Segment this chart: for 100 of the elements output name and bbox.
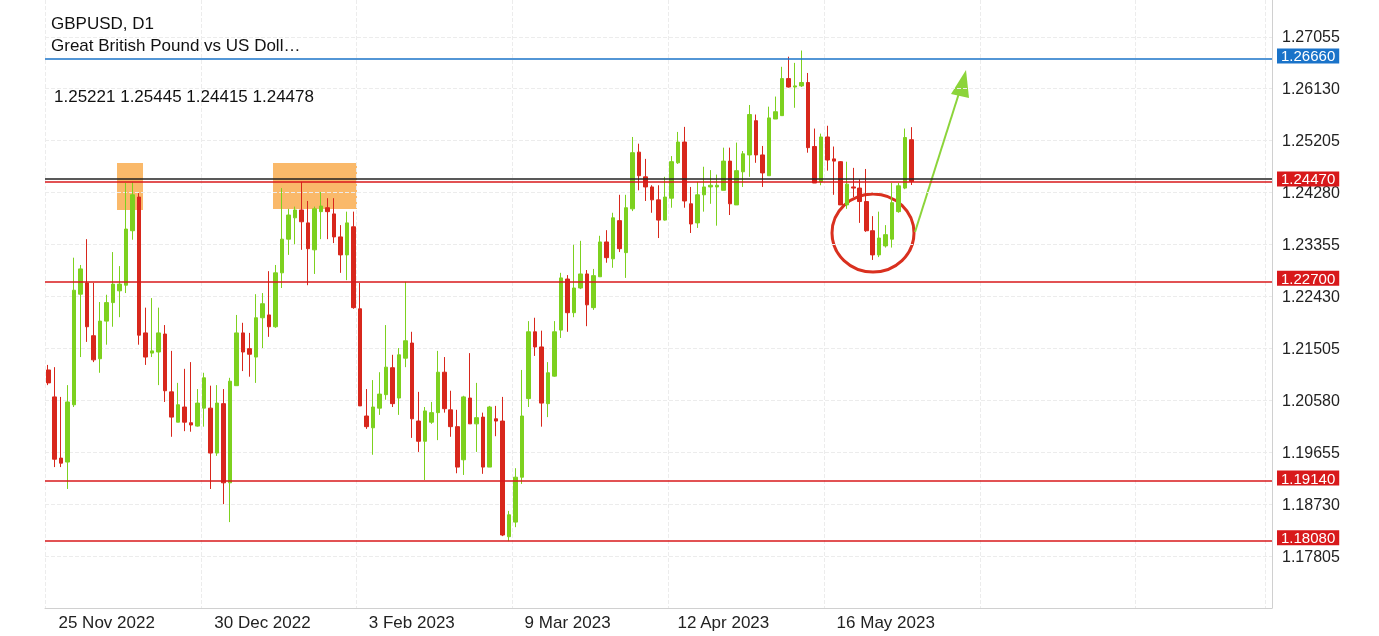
candlestick bbox=[676, 131, 680, 165]
candlestick bbox=[806, 72, 810, 154]
candlestick bbox=[572, 244, 576, 318]
candlestick bbox=[695, 181, 700, 229]
candlestick bbox=[578, 240, 583, 290]
text: Great British Pound vs US Doll… bbox=[51, 36, 301, 55]
candlestick bbox=[786, 56, 791, 89]
x-tick-label: 3 Feb 2023 bbox=[368, 613, 455, 632]
candlestick bbox=[442, 356, 447, 414]
candlestick bbox=[650, 184, 654, 214]
candlestick bbox=[520, 369, 524, 485]
x-tick-label: 9 Mar 2023 bbox=[524, 613, 611, 632]
candlestick bbox=[630, 136, 635, 212]
candlestick bbox=[306, 200, 310, 286]
candlestick bbox=[474, 382, 479, 453]
candlestick bbox=[46, 364, 51, 386]
candlestick bbox=[195, 388, 200, 428]
candlestick bbox=[338, 224, 343, 274]
candlestick bbox=[202, 372, 206, 428]
candlestick bbox=[423, 406, 427, 481]
ref-line-label: 1.26660 bbox=[1281, 47, 1336, 65]
candlestick bbox=[156, 307, 161, 386]
candlestick bbox=[747, 104, 752, 178]
annotation: 1.25221 1.25445 1.24415 1.24478 bbox=[54, 87, 314, 106]
candlestick bbox=[150, 297, 154, 358]
y-tick-label: 1.18730 bbox=[1282, 495, 1340, 513]
candlestick bbox=[436, 350, 440, 441]
candlestick bbox=[377, 371, 382, 416]
candlestick bbox=[883, 224, 888, 249]
candlestick bbox=[241, 322, 245, 372]
x-tick-label: 25 Nov 2022 bbox=[58, 613, 155, 632]
text: GBPUSD, D1 bbox=[51, 14, 154, 33]
candlestick bbox=[234, 314, 239, 387]
candlestick bbox=[669, 155, 674, 209]
candlestick bbox=[267, 270, 271, 338]
candlestick bbox=[410, 331, 414, 439]
candlestick bbox=[91, 282, 96, 363]
x-tick-label: 16 May 2023 bbox=[836, 613, 935, 632]
candlestick bbox=[819, 133, 823, 186]
candlestick bbox=[702, 166, 706, 213]
candlestick bbox=[481, 412, 485, 475]
candlestick bbox=[208, 385, 213, 490]
candlestick bbox=[397, 347, 401, 416]
candlestick bbox=[273, 264, 278, 329]
candlestick bbox=[793, 62, 797, 109]
candlestick bbox=[624, 194, 628, 279]
candlestick bbox=[299, 181, 304, 251]
candlestick bbox=[358, 282, 362, 407]
candlestick bbox=[72, 257, 76, 408]
candlestick bbox=[812, 128, 817, 184]
candlestick bbox=[533, 317, 537, 357]
y-tick-label: 1.19655 bbox=[1282, 443, 1340, 461]
candlestick bbox=[689, 186, 693, 234]
candlestick bbox=[909, 126, 914, 186]
candlestick bbox=[513, 467, 518, 528]
candlestick bbox=[663, 176, 667, 222]
candlestick bbox=[656, 184, 661, 239]
candlestick bbox=[539, 330, 544, 428]
candlestick bbox=[429, 401, 434, 425]
candlestick bbox=[832, 146, 836, 196]
candlestick bbox=[565, 274, 570, 333]
candlestick bbox=[780, 66, 784, 117]
candlestick bbox=[890, 182, 894, 249]
candlestick bbox=[741, 150, 745, 188]
candlestick bbox=[260, 292, 265, 349]
candlestick bbox=[754, 114, 758, 164]
candlestick bbox=[163, 324, 167, 403]
candlestick bbox=[371, 379, 375, 456]
candlestick bbox=[247, 332, 252, 378]
candlestick bbox=[448, 390, 453, 438]
candlestick bbox=[98, 301, 102, 374]
x-tick-label: 30 Dec 2022 bbox=[214, 613, 311, 632]
candlestick bbox=[903, 128, 907, 190]
candlestick bbox=[416, 391, 421, 453]
y-tick-label: 1.25205 bbox=[1282, 132, 1340, 150]
candlestick bbox=[143, 307, 148, 366]
candlestick bbox=[877, 211, 881, 258]
candlestick bbox=[312, 206, 317, 275]
candlestick bbox=[773, 96, 778, 120]
candlestick bbox=[591, 268, 596, 311]
candlestick bbox=[325, 197, 330, 240]
y-tick-label: 1.22430 bbox=[1282, 287, 1340, 305]
candlestick bbox=[78, 264, 83, 358]
candlestick bbox=[403, 281, 408, 368]
candlestick bbox=[384, 324, 388, 401]
candlestick bbox=[293, 206, 297, 245]
candlestick bbox=[637, 143, 641, 191]
candlestick bbox=[585, 269, 589, 327]
candlestick bbox=[215, 384, 219, 457]
candlestick bbox=[117, 265, 122, 318]
candlestick bbox=[176, 382, 180, 423]
candlestick bbox=[487, 405, 492, 468]
candlestick bbox=[682, 126, 687, 209]
candlestick bbox=[169, 350, 174, 438]
y-tick-label: 1.17805 bbox=[1282, 547, 1340, 565]
ref-line-label: 1.22700 bbox=[1281, 269, 1336, 287]
candlestick bbox=[767, 106, 771, 177]
candlestick bbox=[319, 191, 323, 240]
candlestick bbox=[332, 197, 336, 244]
candlestick bbox=[468, 352, 472, 425]
